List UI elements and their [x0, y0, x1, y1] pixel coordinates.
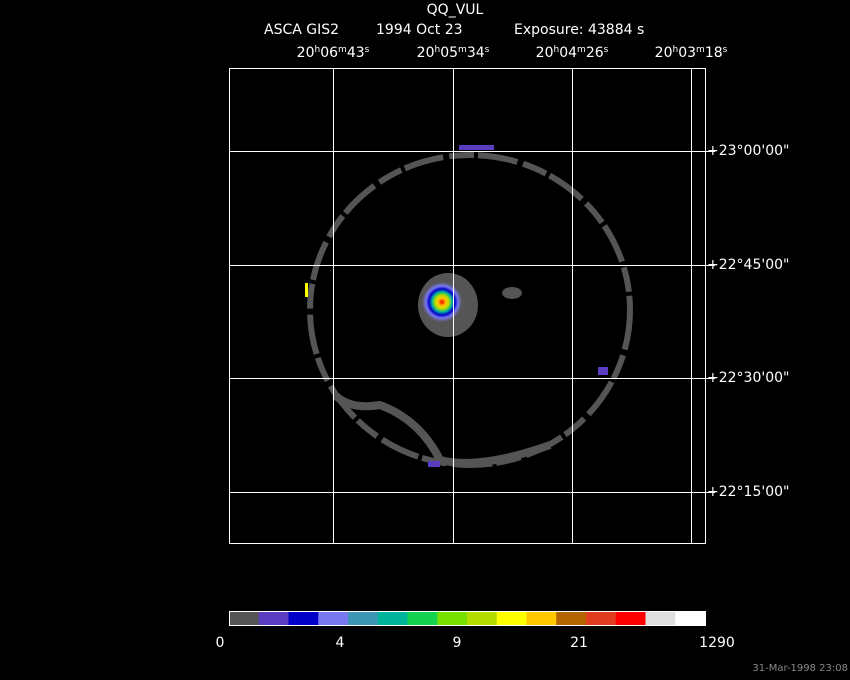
exposure: Exposure: 43884 s	[514, 22, 644, 38]
ra-label-part: h	[553, 45, 559, 55]
colorbar-swatch	[467, 612, 498, 625]
ra-label-part: 26	[586, 45, 604, 61]
colorbar-swatch	[437, 612, 468, 625]
colorbar-label: 0	[216, 635, 225, 651]
colorbar-swatch	[496, 612, 527, 625]
ra-label: 20h06m43s	[297, 45, 370, 62]
ra-label: 20h05m34s	[417, 45, 490, 62]
date: 1994 Oct 23	[376, 22, 463, 38]
colorbar-swatch	[526, 612, 557, 625]
ra-label-part: 43	[347, 45, 365, 61]
colorbar-swatch	[615, 612, 646, 625]
ra-label: 20h04m26s	[536, 45, 609, 62]
ra-label: 20h03m18s	[655, 45, 728, 62]
colorbar-swatch	[556, 612, 587, 625]
ra-label-part: 18	[705, 45, 723, 61]
ra-label-part: 20	[417, 45, 435, 61]
colorbar-swatch	[288, 612, 319, 625]
ra-label-part: 20	[655, 45, 673, 61]
colorbar-swatch	[675, 612, 706, 625]
colorbar-swatch	[348, 612, 379, 625]
colorbar-label: 4	[336, 635, 345, 651]
colorbar-swatch	[645, 612, 676, 625]
ra-label-part: 20	[536, 45, 554, 61]
colorbar-swatch	[258, 612, 289, 625]
ra-label-part: 06	[320, 45, 338, 61]
ra-label-part: 03	[678, 45, 696, 61]
ra-label-part: s	[485, 45, 490, 55]
ra-label-part: 20	[297, 45, 315, 61]
footer: 31-Mar-1998 23:08	[752, 663, 848, 674]
ra-label-part: h	[434, 45, 440, 55]
colorbar-label: 21	[570, 635, 588, 651]
colorbar-frame	[229, 611, 706, 626]
ra-label-part: 05	[440, 45, 458, 61]
ra-label-part: h	[314, 45, 320, 55]
colorbar-swatch	[586, 612, 617, 625]
ra-label-part: m	[696, 45, 705, 55]
dec-label: +22°30'00"	[707, 370, 789, 386]
x-ray-image	[305, 145, 633, 468]
instrument: ASCA GIS2	[264, 22, 339, 38]
ra-label-part: s	[604, 45, 609, 55]
colorbar-swatch	[318, 612, 349, 625]
ra-label-part: m	[577, 45, 586, 55]
colorbar-label: 9	[453, 635, 462, 651]
ra-label-part: m	[338, 45, 347, 55]
dec-label: +22°45'00"	[707, 257, 789, 273]
ra-label-part: s	[723, 45, 728, 55]
dec-label: +22°15'00"	[707, 484, 789, 500]
ra-label-part: h	[672, 45, 678, 55]
colorbar-label: 1290	[699, 635, 735, 651]
ra-label-part: m	[458, 45, 467, 55]
dec-label: +23°00'00"	[707, 143, 789, 159]
ra-label-part: s	[365, 45, 370, 55]
colorbar-swatch	[407, 612, 438, 625]
colorbar-swatch	[229, 612, 260, 625]
colorbar-swatch	[377, 612, 408, 625]
ra-label-part: 34	[467, 45, 485, 61]
title: QQ_VUL	[427, 2, 484, 18]
ra-label-part: 04	[559, 45, 577, 61]
